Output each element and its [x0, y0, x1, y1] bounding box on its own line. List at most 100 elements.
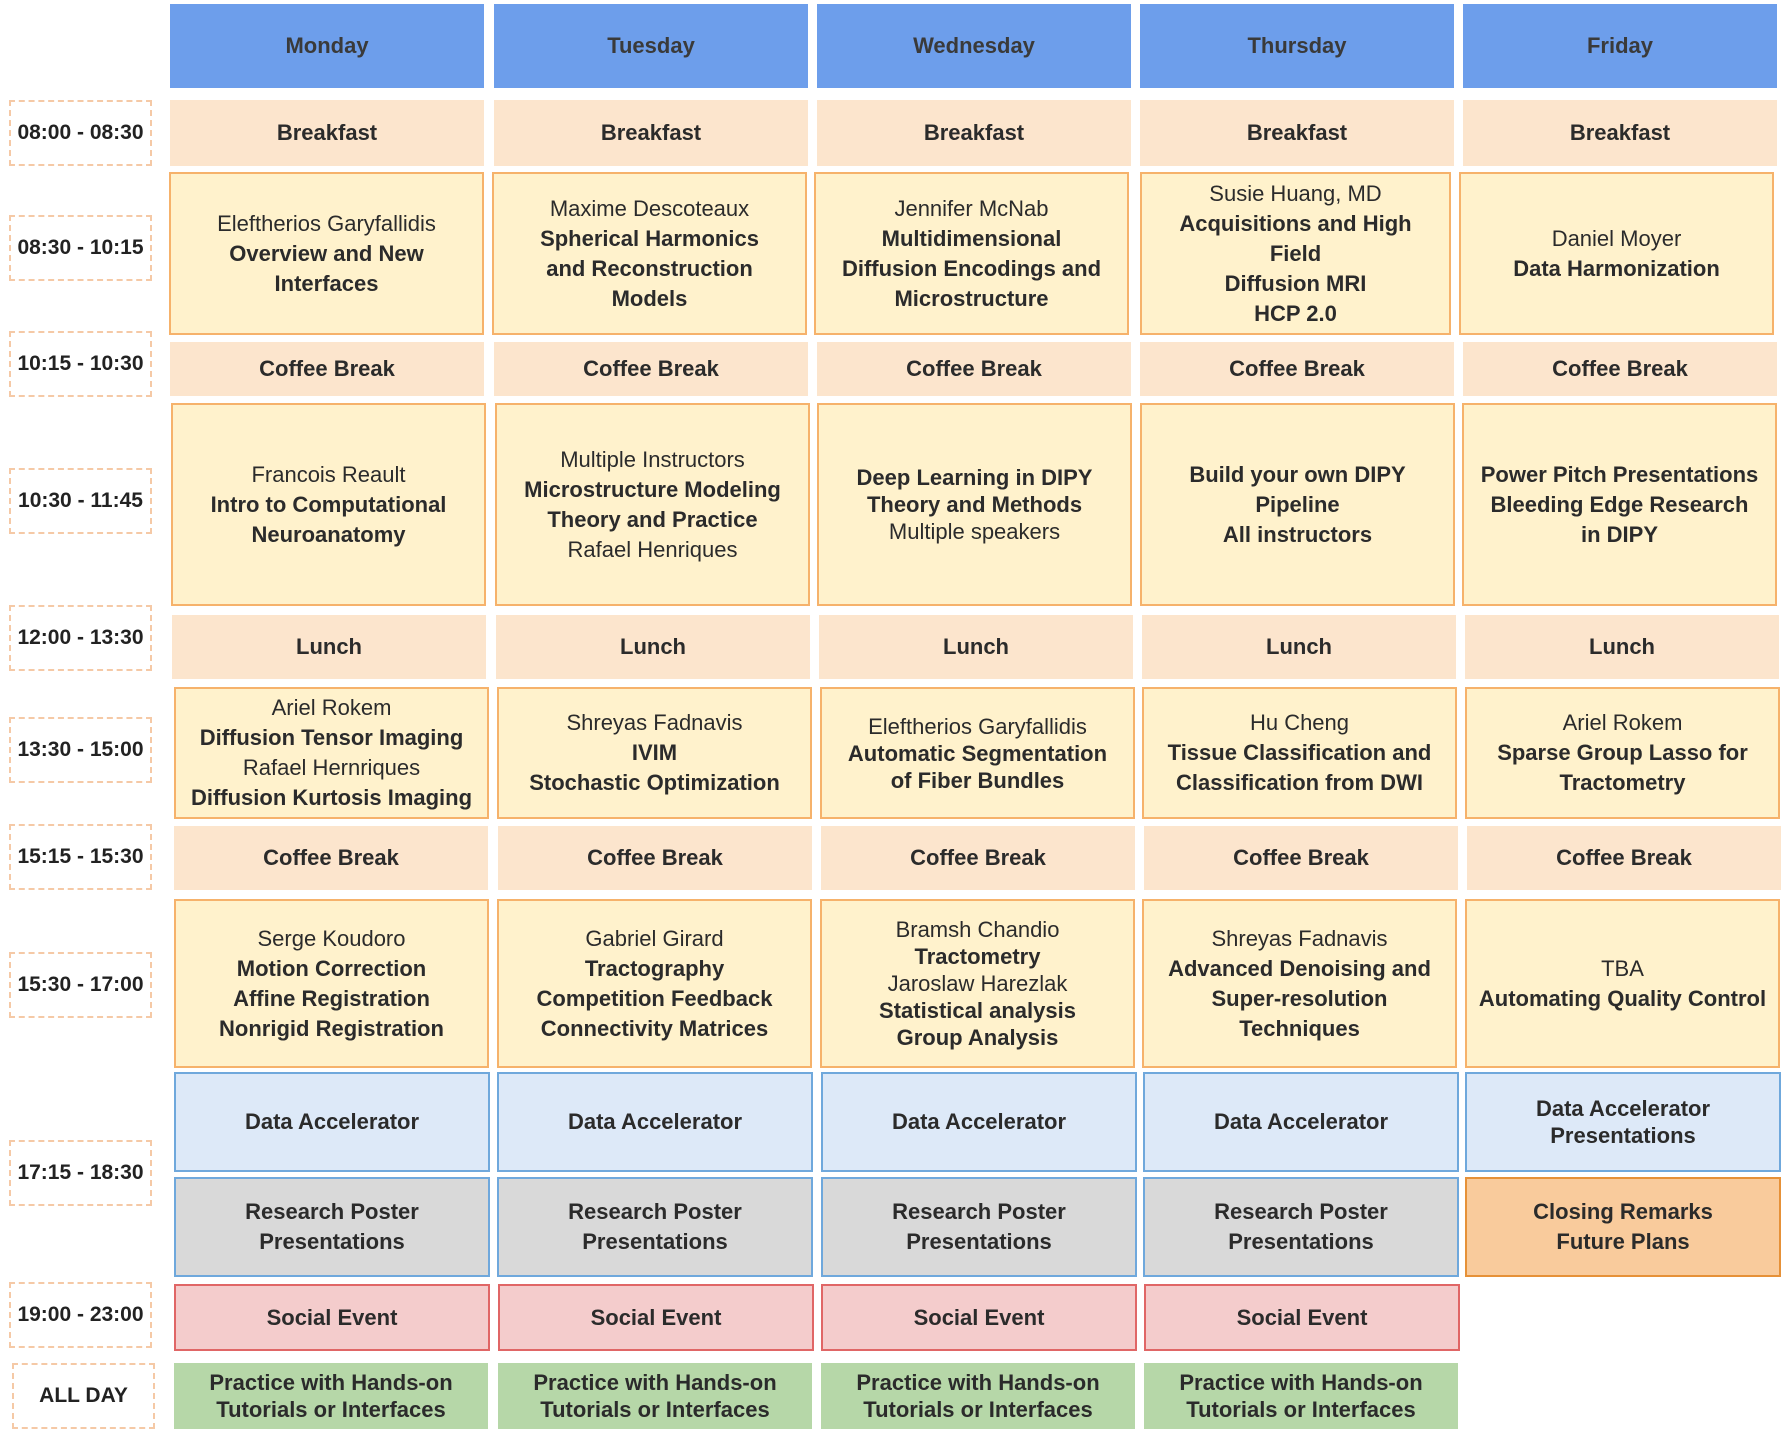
speaker-name: Shreyas Fadnavis: [566, 710, 743, 735]
data-accelerator-cell: Data Accelerator: [821, 1072, 1137, 1172]
cell-line: Closing Remarks: [1533, 1199, 1713, 1224]
session-title: and Reconstruction: [546, 255, 753, 281]
cell-line: Research Poster: [1214, 1199, 1388, 1224]
speaker-name: Ariel Rokem: [271, 695, 392, 720]
coffee-break-cell: Coffee Break: [498, 826, 812, 890]
cell-line: Practice with Hands-on: [533, 1370, 777, 1395]
session-title: Tissue Classification and: [1167, 740, 1432, 765]
session-title: Models: [611, 285, 688, 311]
session-title: Statistical analysis: [879, 998, 1076, 1023]
lunch-cell: Lunch: [1142, 615, 1456, 679]
data-accelerator-cell: Data Accelerator: [1143, 1072, 1459, 1172]
session-title: Multidimensional: [881, 225, 1062, 251]
session-title: Diffusion Tensor Imaging: [199, 725, 464, 750]
speaker-name: Rafael Hernriques: [242, 755, 421, 780]
session-cell: Ariel Rokem Sparse Group Lasso for Tract…: [1465, 687, 1780, 819]
speaker-name: Multiple speakers: [888, 519, 1061, 544]
session-title: Automating Quality Control: [1478, 985, 1767, 1011]
speaker-name: Eleftherios Garyfallidis: [217, 210, 436, 236]
time-label: 10:30 - 11:45: [9, 468, 152, 534]
cell-line: Presentations: [1228, 1229, 1374, 1254]
session-cell: Shreyas Fadnavis IVIM Stochastic Optimiz…: [497, 687, 812, 819]
session-title: Competition Feedback: [536, 985, 773, 1011]
session-cell: Serge Koudoro Motion Correction Affine R…: [174, 899, 489, 1068]
session-title: Affine Registration: [233, 985, 430, 1011]
session-cell: Deep Learning in DIPY Theory and Methods…: [817, 403, 1132, 606]
cell-line: Tutorials or Interfaces: [1186, 1397, 1416, 1422]
coffee-break-cell: Coffee Break: [174, 826, 488, 890]
session-cell: Jennifer McNab Multidimensional Diffusio…: [814, 172, 1129, 335]
session-cell: Build your own DIPY Pipeline All instruc…: [1140, 403, 1455, 606]
session-title: Diffusion Kurtosis Imaging: [190, 785, 473, 810]
coffee-break-cell: Coffee Break: [494, 342, 808, 396]
session-cell: Francois Reault Intro to Computational N…: [171, 403, 486, 606]
speaker-name: Multiple Instructors: [560, 446, 745, 472]
breakfast-cell: Breakfast: [170, 100, 484, 166]
speaker-name: Maxime Descoteaux: [549, 195, 750, 221]
cell-line: Practice with Hands-on: [209, 1370, 453, 1395]
session-cell: Maxime Descoteaux Spherical Harmonics an…: [492, 172, 807, 335]
day-header-thursday: Thursday: [1140, 4, 1454, 88]
speaker-name: Bramsh Chandio: [895, 917, 1060, 942]
session-title: Pipeline: [1255, 491, 1340, 517]
social-event-cell: Social Event: [821, 1284, 1137, 1351]
session-title: Neuroanatomy: [251, 521, 406, 547]
coffee-break-cell: Coffee Break: [1467, 826, 1781, 890]
speaker-name: Eleftherios Garyfallidis: [868, 713, 1087, 739]
time-label: 08:30 - 10:15: [9, 215, 152, 281]
time-label: 19:00 - 23:00: [9, 1282, 152, 1348]
day-header-monday: Monday: [170, 4, 484, 88]
session-title: Automatic Segmentation: [847, 740, 1108, 766]
cell-line: Research Poster: [568, 1199, 742, 1224]
session-title: Stochastic Optimization: [529, 770, 780, 795]
time-label: 15:15 - 15:30: [9, 824, 152, 890]
session-cell: Power Pitch Presentations Bleeding Edge …: [1462, 403, 1777, 606]
closing-remarks-cell: Closing Remarks Future Plans: [1465, 1177, 1781, 1277]
session-cell: TBA Automating Quality Control: [1465, 899, 1780, 1068]
cell-line: Research Poster: [245, 1199, 419, 1224]
lunch-cell: Lunch: [1465, 615, 1779, 679]
lunch-cell: Lunch: [172, 615, 486, 679]
cell-line: Research Poster: [892, 1199, 1066, 1224]
data-accelerator-cell: Data Accelerator: [174, 1072, 490, 1172]
session-title: Advanced Denoising and: [1168, 955, 1431, 981]
practice-cell: Practice with Hands-on Tutorials or Inte…: [821, 1363, 1135, 1429]
session-title: Diffusion MRI: [1224, 270, 1367, 296]
speaker-name: Shreyas Fadnavis: [1211, 925, 1388, 951]
cell-line: Tutorials or Interfaces: [216, 1397, 446, 1422]
session-title: Power Pitch Presentations: [1480, 461, 1759, 487]
cell-line: Tutorials or Interfaces: [540, 1397, 770, 1422]
session-title: Tractometry: [1559, 770, 1686, 795]
coffee-break-cell: Coffee Break: [1140, 342, 1454, 396]
speaker-name: Susie Huang, MD: [1209, 180, 1382, 206]
practice-cell: Practice with Hands-on Tutorials or Inte…: [498, 1363, 812, 1429]
coffee-break-cell: Coffee Break: [1144, 826, 1458, 890]
day-header-wednesday: Wednesday: [817, 4, 1131, 88]
session-title: Acquisitions and High Field: [1179, 210, 1412, 266]
lunch-cell: Lunch: [496, 615, 810, 679]
poster-cell: Research Poster Presentations: [821, 1177, 1137, 1277]
session-title: Overview and New: [229, 240, 424, 266]
breakfast-cell: Breakfast: [1463, 100, 1777, 166]
session-cell: Multiple Instructors Microstructure Mode…: [495, 403, 810, 606]
cell-line: Practice with Hands-on: [1179, 1370, 1423, 1395]
session-title: Microstructure: [894, 285, 1049, 311]
session-title: of Fiber Bundles: [890, 767, 1065, 793]
social-event-cell: Social Event: [498, 1284, 814, 1351]
coffee-break-cell: Coffee Break: [817, 342, 1131, 396]
time-label: 15:30 - 17:00: [9, 952, 152, 1018]
session-title: All instructors: [1222, 521, 1373, 547]
session-title: Connectivity Matrices: [540, 1015, 769, 1041]
breakfast-cell: Breakfast: [817, 100, 1131, 166]
session-cell: Hu Cheng Tissue Classification and Class…: [1142, 687, 1457, 819]
speaker-name: Gabriel Girard: [585, 925, 724, 951]
social-event-cell: Social Event: [174, 1284, 490, 1351]
session-title: HCP 2.0: [1254, 300, 1337, 326]
session-cell: Eleftherios Garyfallidis Automatic Segme…: [820, 687, 1135, 819]
session-title: Build your own DIPY: [1189, 461, 1406, 487]
session-title: IVIM: [631, 740, 678, 765]
breakfast-cell: Breakfast: [494, 100, 808, 166]
coffee-break-cell: Coffee Break: [1463, 342, 1777, 396]
coffee-break-cell: Coffee Break: [821, 826, 1135, 890]
